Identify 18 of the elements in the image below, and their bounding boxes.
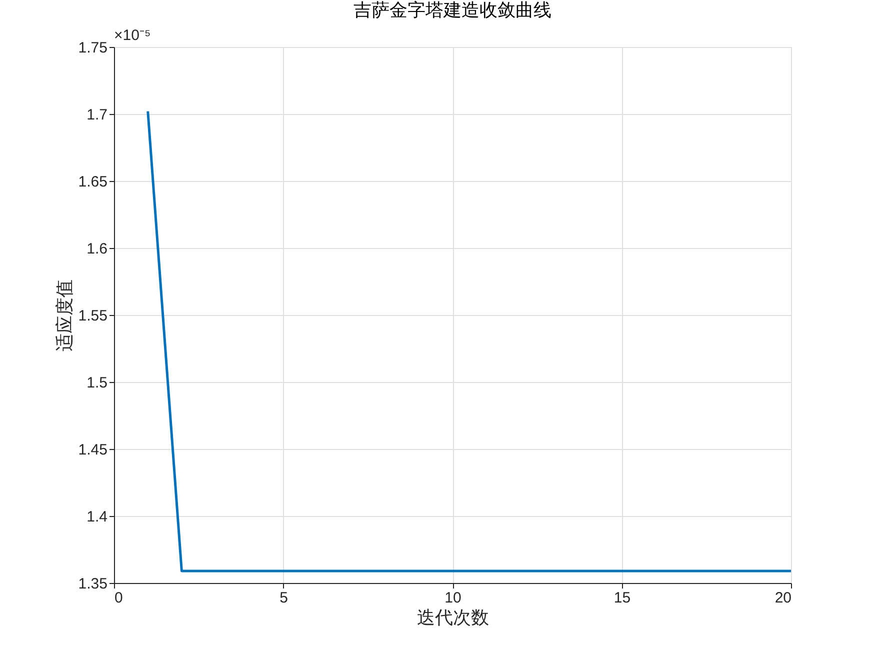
y-tick-label: 1.35 [78,576,108,592]
text: ×10⁻⁵ [114,27,151,44]
y-axis-title: 适应度值 [54,280,76,352]
y-tick-label: 1.75 [78,40,108,56]
y-tick-label: 1.55 [78,308,108,324]
x-tick-label: 0 [114,590,123,606]
y-tick-label: 1.6 [86,240,108,258]
chart-title: 吉萨金字塔建造收敛曲线 [354,0,552,21]
y-tick-label: 1.65 [78,174,108,190]
x-axis-title: 迭代次数 [417,608,489,628]
y-tick-label: 1.7 [86,106,108,124]
x-tick-label: 20 [774,590,792,606]
x-tick-label: 5 [280,590,288,606]
x-tick-label: 15 [614,590,631,606]
y-tick-label: 1.45 [78,442,108,458]
y-tick-label: 1.4 [86,508,108,526]
x-tick-label: 10 [444,590,462,606]
y-tick-label: 1.5 [86,374,108,392]
